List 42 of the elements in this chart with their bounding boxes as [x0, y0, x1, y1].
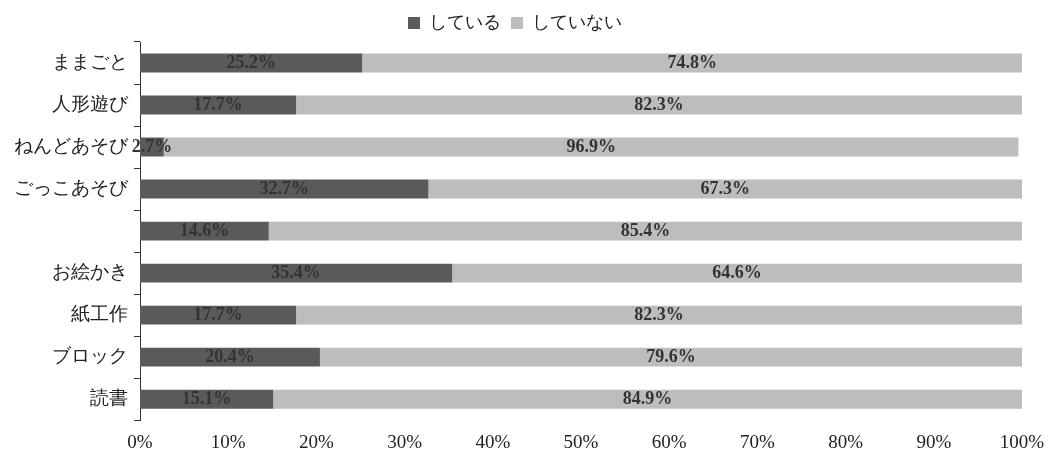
- x-tick-label: 70%: [739, 430, 775, 452]
- bar: [140, 263, 453, 283]
- x-tick-label: 40%: [475, 430, 511, 452]
- legend-label: している: [429, 11, 501, 32]
- y-tick-label: お絵かき: [52, 261, 128, 283]
- bar: [273, 389, 1022, 409]
- data-label: 85.4%: [620, 219, 671, 240]
- y-tick-label: 紙工作: [71, 303, 128, 325]
- data-label: 67.3%: [700, 177, 750, 198]
- data-label: 96.9%: [566, 135, 616, 156]
- x-tick-label: 80%: [828, 430, 864, 452]
- data-label: 84.9%: [622, 387, 673, 408]
- bar: [296, 95, 1022, 115]
- bar: [140, 347, 320, 367]
- legend-label: していない: [532, 11, 622, 32]
- y-tick-label: 読書: [90, 387, 128, 409]
- bar: [296, 305, 1022, 325]
- bar: [140, 305, 297, 325]
- y-tick-label: ごっこあそび: [14, 177, 129, 199]
- bar: [268, 221, 1022, 241]
- data-label: 74.8%: [667, 51, 717, 72]
- data-label: 64.6%: [712, 261, 762, 282]
- y-tick-label: ままごと: [52, 51, 128, 72]
- bar: [428, 179, 1022, 199]
- x-tick-label: 20%: [298, 430, 334, 452]
- data-label: 82.3%: [634, 93, 684, 114]
- bar: [362, 53, 1022, 73]
- y-tick-label: ねんどあそび: [14, 135, 129, 157]
- bar: [140, 179, 429, 199]
- y-tick-label: ブロック: [52, 345, 128, 367]
- x-tick-label: 30%: [387, 430, 423, 452]
- data-label: 79.6%: [646, 345, 696, 366]
- data-label: 82.3%: [634, 303, 684, 324]
- bar: [319, 347, 1022, 367]
- x-tick-label: 0%: [127, 430, 153, 452]
- x-tick-label: 50%: [563, 430, 599, 452]
- x-tick-label: 10%: [210, 430, 246, 452]
- bar: [452, 263, 1022, 283]
- y-tick-label: 人形遊び: [52, 93, 129, 115]
- x-tick-label: 100%: [999, 430, 1045, 452]
- x-tick-label: 60%: [651, 430, 687, 452]
- x-tick-label: 90%: [916, 430, 952, 452]
